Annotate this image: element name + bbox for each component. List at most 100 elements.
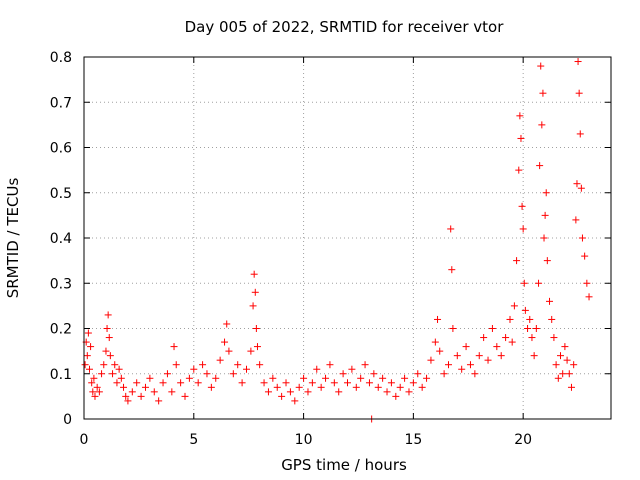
data-point xyxy=(518,202,526,210)
data-point xyxy=(431,338,439,346)
data-point xyxy=(515,166,523,174)
data-point xyxy=(163,370,171,378)
data-point xyxy=(308,379,316,387)
data-point xyxy=(542,189,550,197)
x-tick-label: 15 xyxy=(404,432,422,448)
data-point xyxy=(370,370,378,378)
data-point xyxy=(137,392,145,400)
data-point xyxy=(278,392,286,400)
data-point xyxy=(83,352,91,360)
data-point xyxy=(497,352,505,360)
data-point xyxy=(313,365,321,373)
data-point xyxy=(91,392,99,400)
data-point xyxy=(401,374,409,382)
data-point xyxy=(493,343,501,351)
data-point xyxy=(578,234,586,242)
data-point xyxy=(552,361,560,369)
data-point xyxy=(510,302,518,310)
data-point xyxy=(124,397,132,405)
y-tick-label: 0.7 xyxy=(50,95,72,111)
data-point xyxy=(194,379,202,387)
data-point xyxy=(282,379,290,387)
data-point xyxy=(532,325,540,332)
data-point xyxy=(466,361,474,369)
data-point xyxy=(583,279,591,287)
data-point xyxy=(95,388,103,396)
data-point xyxy=(536,162,544,170)
data-point xyxy=(229,370,237,378)
y-tick-label: 0.5 xyxy=(50,186,72,202)
data-point xyxy=(221,338,229,346)
data-point xyxy=(418,383,426,391)
data-point xyxy=(526,315,534,323)
data-point xyxy=(84,329,92,337)
data-point xyxy=(304,388,312,396)
data-point xyxy=(445,361,453,369)
data-point xyxy=(260,379,268,387)
data-point xyxy=(538,121,546,129)
data-point xyxy=(264,388,272,396)
plot-frame xyxy=(83,56,612,420)
data-point xyxy=(374,383,382,391)
data-point xyxy=(117,374,125,382)
data-point xyxy=(581,252,589,260)
y-tick-label: 0.6 xyxy=(50,141,72,157)
data-point xyxy=(471,370,479,378)
data-point xyxy=(146,374,154,382)
data-point xyxy=(89,388,97,396)
data-point xyxy=(567,383,575,391)
data-point xyxy=(539,89,547,97)
y-axis-title: SRMTID / TECUs xyxy=(4,178,22,299)
data-point xyxy=(115,365,123,373)
data-point xyxy=(98,370,106,378)
x-tick-label: 20 xyxy=(514,432,532,448)
axis-ticks xyxy=(83,56,611,420)
data-point xyxy=(585,293,593,301)
data-point xyxy=(543,257,551,265)
data-point xyxy=(573,180,581,188)
data-point xyxy=(409,379,417,387)
data-point xyxy=(339,370,347,378)
data-point xyxy=(449,325,457,332)
data-point xyxy=(480,334,488,342)
data-point xyxy=(322,374,330,382)
y-tick-label: 0.8 xyxy=(50,50,72,66)
data-point xyxy=(252,325,260,332)
data-point xyxy=(212,374,220,382)
data-point xyxy=(537,62,545,70)
chart-title: Day 005 of 2022, SRMTID for receiver vto… xyxy=(185,18,505,36)
data-point xyxy=(291,397,299,405)
data-point xyxy=(225,347,233,355)
y-tick-label: 0.1 xyxy=(50,367,72,383)
data-point xyxy=(565,370,573,378)
data-point xyxy=(517,134,525,142)
data-point xyxy=(563,356,571,364)
data-point xyxy=(286,388,294,396)
data-point xyxy=(247,347,255,355)
data-point xyxy=(556,352,564,360)
data-point xyxy=(540,234,548,242)
data-point xyxy=(81,361,89,369)
data-point xyxy=(361,361,369,369)
data-point xyxy=(253,343,261,351)
data-point xyxy=(155,397,163,405)
x-axis-title: GPS time / hours xyxy=(281,456,407,474)
data-point xyxy=(234,361,242,369)
data-point xyxy=(120,383,128,391)
data-point xyxy=(249,302,257,310)
x-tick-label: 0 xyxy=(80,432,89,448)
data-point xyxy=(528,334,536,342)
data-point xyxy=(502,334,510,342)
data-point xyxy=(203,370,211,378)
data-point xyxy=(541,211,549,219)
data-point xyxy=(550,334,558,342)
data-point xyxy=(113,379,121,387)
data-point xyxy=(392,392,400,400)
data-point xyxy=(440,370,448,378)
data-point xyxy=(577,184,585,192)
data-point xyxy=(159,379,167,387)
data-point xyxy=(519,225,527,233)
data-point xyxy=(427,356,435,364)
y-tick-label: 0.2 xyxy=(50,322,72,338)
